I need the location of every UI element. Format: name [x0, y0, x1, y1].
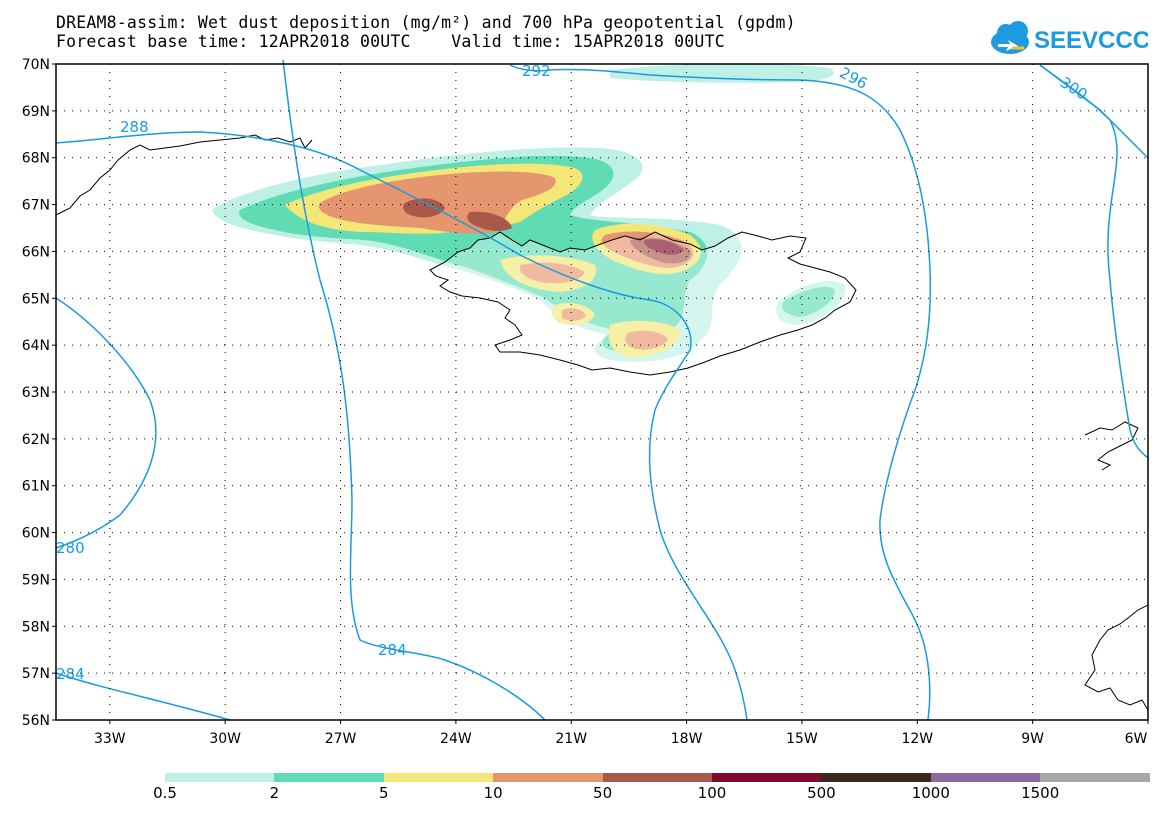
dust-layer-2-east — [782, 286, 835, 317]
lon-label: 24W — [440, 731, 472, 747]
legend-colorbar — [165, 773, 1150, 782]
lat-label: 70N — [22, 57, 50, 73]
geopotential-contours — [55, 59, 1149, 721]
legend-swatch — [711, 773, 822, 782]
legend-swatch — [821, 773, 931, 782]
legend-label: 1500 — [1021, 784, 1060, 802]
dust-layer-10-south — [625, 330, 668, 350]
dust-layer-10-mid — [519, 262, 585, 284]
contour-label-284: 284 — [378, 641, 407, 659]
lat-label: 68N — [22, 151, 50, 167]
legend-swatch — [165, 773, 275, 782]
cloud-icon — [991, 21, 1029, 54]
legend-label: 0.5 — [153, 784, 177, 802]
lon-label: 12W — [901, 731, 933, 747]
lon-label: 21W — [555, 731, 587, 747]
lat-label: 69N — [22, 104, 50, 120]
lon-label: 9W — [1021, 731, 1044, 747]
legend-label: 5 — [379, 784, 389, 802]
lon-label: 18W — [671, 731, 703, 747]
legend-label: 100 — [697, 784, 727, 802]
contour-288 — [55, 131, 748, 721]
latitude-labels: 70N 69N 68N 67N 66N 65N 64N 63N 62N 61N 60N 59N 58N 5… — [22, 57, 50, 729]
seevccc-logo: SEEVCCC — [991, 21, 1148, 54]
dust-layer-10-sw — [562, 308, 586, 321]
lat-label: 60N — [22, 526, 50, 542]
greenland-coastline — [55, 134, 313, 216]
longitude-labels: 33W 30W 27W 24W 21W 18W 15W 12W 9W 6W — [94, 731, 1148, 747]
legend-swatch — [493, 773, 603, 782]
lat-label: 64N — [22, 338, 50, 354]
faroe-islands — [1084, 421, 1139, 471]
chart-title-line1: DREAM8-assim: Wet dust deposition (mg/m²… — [56, 13, 796, 32]
scotland-coastline — [1084, 604, 1149, 711]
legend-label: 1000 — [911, 784, 950, 802]
lat-label: 65N — [22, 291, 50, 307]
chart-title-line2: Forecast base time: 12APR2018 00UTC Vali… — [56, 32, 725, 51]
logo-text: SEEVCCC — [1034, 27, 1148, 54]
legend-label: 10 — [483, 784, 503, 802]
contour-280-bottom — [55, 672, 231, 721]
lat-label: 66N — [22, 244, 50, 260]
legend-swatch — [930, 773, 1041, 782]
dust-layer-50-mid — [467, 211, 512, 231]
lat-label: 61N — [22, 479, 50, 495]
contour-284-left — [55, 297, 157, 549]
lat-label: 67N — [22, 198, 50, 214]
legend-swatch — [602, 773, 712, 782]
contour-label-292: 292 — [522, 62, 551, 80]
dust-layer-50-west — [403, 198, 445, 218]
contour-300-north — [1039, 64, 1149, 459]
dust-layer-100 — [644, 239, 684, 255]
axis-ticks — [52, 63, 1149, 724]
lon-label: 33W — [94, 731, 126, 747]
iceland-coastline — [429, 231, 857, 376]
lat-label: 62N — [22, 432, 50, 448]
lat-label: 58N — [22, 619, 50, 635]
contour-label-288: 288 — [120, 118, 149, 136]
lon-label: 15W — [786, 731, 818, 747]
contour-label-280: 280 — [56, 539, 85, 557]
lat-label: 57N — [22, 666, 50, 682]
dust-deposition-field — [212, 63, 846, 362]
lat-label: 56N — [22, 713, 50, 729]
contour-296 — [1039, 64, 1149, 159]
legend-label: 500 — [807, 784, 836, 802]
lon-label: 30W — [209, 731, 241, 747]
legend-swatch — [383, 773, 494, 782]
lon-label: 27W — [325, 731, 357, 747]
contour-label-84: 284 — [56, 665, 85, 683]
contour-292 — [509, 64, 932, 721]
legend-swatch — [1040, 773, 1150, 782]
legend-swatch — [274, 773, 384, 782]
lat-label: 59N — [22, 572, 50, 588]
legend-label: 50 — [593, 784, 613, 802]
map-gridlines — [56, 64, 1148, 720]
lon-label: 6W — [1125, 731, 1148, 747]
dust-layer-0-5-north — [610, 63, 834, 83]
legend-label: 2 — [269, 784, 280, 802]
contour-label-296: 296 — [837, 64, 871, 93]
contour-284 — [282, 59, 546, 721]
lat-label: 63N — [22, 385, 50, 401]
